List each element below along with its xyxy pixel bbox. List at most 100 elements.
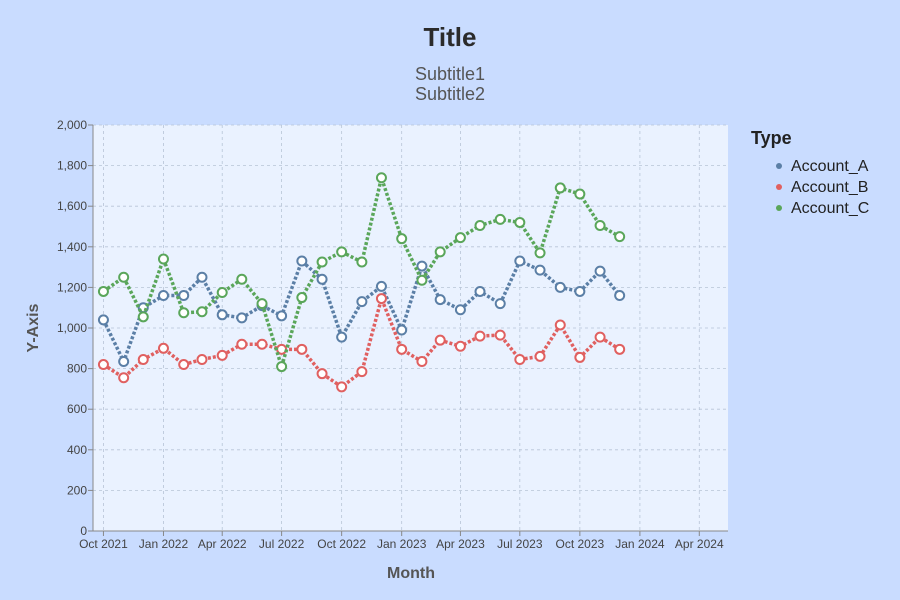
data-point[interactable] — [118, 271, 130, 283]
data-point[interactable] — [296, 255, 308, 267]
x-tick-label: Jan 2022 — [139, 537, 189, 551]
data-point[interactable] — [196, 353, 208, 365]
x-axis-title: Month — [387, 565, 435, 582]
legend-label: Account_C — [791, 200, 869, 217]
legend-label: Account_B — [791, 179, 868, 196]
data-point[interactable] — [157, 290, 169, 302]
data-point[interactable] — [178, 359, 190, 371]
x-tick-label: Oct 2022 — [317, 537, 366, 551]
x-tick-label: Apr 2023 — [436, 537, 485, 551]
legend-marker — [776, 163, 782, 169]
data-point[interactable] — [574, 188, 586, 200]
data-point[interactable] — [474, 330, 486, 342]
x-tick-label: Jul 2023 — [497, 537, 543, 551]
data-point[interactable] — [454, 232, 466, 244]
data-point[interactable] — [316, 273, 328, 285]
series-line — [101, 257, 622, 366]
data-point[interactable] — [534, 247, 546, 259]
data-point[interactable] — [336, 331, 348, 343]
y-tick-label: 400 — [67, 443, 87, 457]
data-point[interactable] — [554, 182, 566, 194]
data-point[interactable] — [296, 343, 308, 355]
plot-area — [93, 125, 728, 531]
data-point[interactable] — [494, 298, 506, 310]
data-point[interactable] — [157, 342, 169, 354]
y-tick-label: 1,600 — [57, 199, 87, 213]
data-point[interactable] — [118, 355, 130, 367]
data-point[interactable] — [296, 292, 308, 304]
data-point[interactable] — [216, 286, 228, 298]
data-point[interactable] — [614, 290, 626, 302]
data-point[interactable] — [614, 343, 626, 355]
data-point[interactable] — [157, 253, 169, 265]
data-point[interactable] — [97, 314, 109, 326]
data-point[interactable] — [356, 256, 368, 268]
data-point[interactable] — [416, 355, 428, 367]
data-point[interactable] — [574, 285, 586, 297]
data-point[interactable] — [336, 246, 348, 258]
data-point[interactable] — [416, 274, 428, 286]
data-point[interactable] — [137, 311, 149, 323]
data-point[interactable] — [216, 349, 228, 361]
data-point[interactable] — [316, 256, 328, 268]
data-point[interactable] — [375, 280, 387, 292]
data-point[interactable] — [356, 296, 368, 308]
data-point[interactable] — [574, 351, 586, 363]
data-point[interactable] — [454, 340, 466, 352]
data-point[interactable] — [375, 172, 387, 184]
y-tick-label: 2,000 — [57, 118, 87, 132]
y-tick-label: 1,400 — [57, 240, 87, 254]
data-point[interactable] — [594, 219, 606, 231]
data-point[interactable] — [594, 331, 606, 343]
data-point[interactable] — [416, 260, 428, 272]
data-point[interactable] — [137, 353, 149, 365]
data-point[interactable] — [256, 338, 268, 350]
data-point[interactable] — [474, 219, 486, 231]
data-point[interactable] — [534, 350, 546, 362]
x-tick-label: Jan 2023 — [377, 537, 427, 551]
data-point[interactable] — [514, 255, 526, 267]
x-tick-label: Apr 2022 — [198, 537, 247, 551]
data-point[interactable] — [236, 338, 248, 350]
data-point[interactable] — [434, 334, 446, 346]
data-point[interactable] — [396, 343, 408, 355]
data-point[interactable] — [236, 273, 248, 285]
data-point[interactable] — [594, 265, 606, 277]
data-point[interactable] — [97, 285, 109, 297]
data-point[interactable] — [494, 213, 506, 225]
legend: Account_A Account_B Account_C — [776, 158, 869, 217]
data-point[interactable] — [356, 366, 368, 378]
data-point[interactable] — [276, 310, 288, 322]
data-point[interactable] — [396, 324, 408, 336]
data-point[interactable] — [534, 264, 546, 276]
data-point[interactable] — [196, 271, 208, 283]
data-point[interactable] — [434, 246, 446, 258]
series-Account_B — [97, 293, 626, 393]
data-point[interactable] — [375, 293, 387, 305]
data-point[interactable] — [614, 231, 626, 243]
data-point[interactable] — [494, 329, 506, 341]
data-point[interactable] — [554, 319, 566, 331]
data-point[interactable] — [256, 298, 268, 310]
data-point[interactable] — [454, 304, 466, 316]
data-point[interactable] — [336, 381, 348, 393]
series-Account_C — [97, 171, 626, 373]
data-point[interactable] — [97, 359, 109, 371]
data-point[interactable] — [178, 307, 190, 319]
data-point[interactable] — [514, 353, 526, 365]
data-point[interactable] — [276, 361, 288, 373]
data-point[interactable] — [196, 306, 208, 318]
data-point[interactable] — [216, 309, 228, 321]
y-tick-label: 1,800 — [57, 159, 87, 173]
data-point[interactable] — [236, 312, 248, 324]
data-point[interactable] — [474, 285, 486, 297]
data-point[interactable] — [316, 368, 328, 380]
data-point[interactable] — [434, 294, 446, 306]
data-point[interactable] — [396, 233, 408, 245]
data-point[interactable] — [178, 290, 190, 302]
data-point[interactable] — [514, 216, 526, 228]
data-point[interactable] — [554, 281, 566, 293]
axes: 0 200 400 600 800 1,000 1,200 1,400 1,600 1,800 2,… — [57, 118, 728, 551]
data-point[interactable] — [118, 372, 130, 384]
